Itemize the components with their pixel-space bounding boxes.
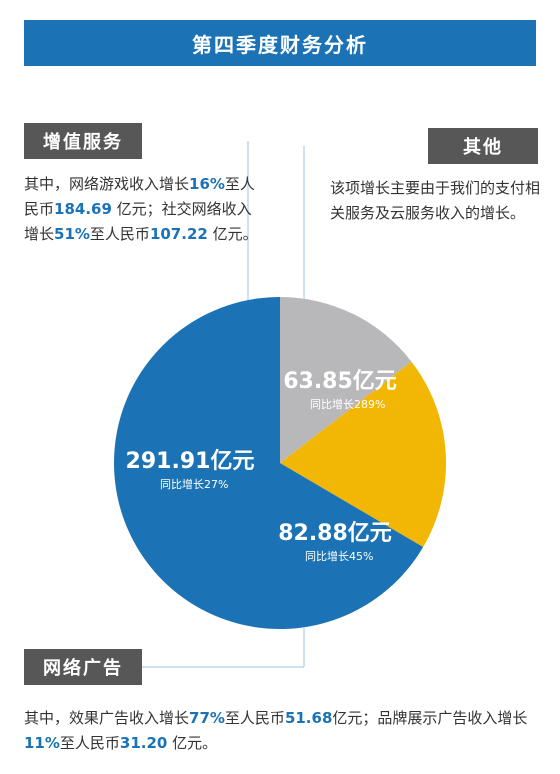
tag-other-label: 其他	[463, 137, 503, 158]
va-highlight-4: 107.22	[149, 225, 208, 243]
va-text-1: 其中，网络游戏收入增长	[24, 175, 190, 193]
value-added-description: 其中，网络游戏收入增长16%至人民币184.69 亿元；社交网络收入增长51%至…	[24, 172, 259, 247]
va-highlight-1: 16%	[189, 175, 225, 193]
va-text-2: 至人民币	[24, 175, 255, 218]
ad-highlight-1: 77%	[189, 709, 225, 727]
tag-value-added-label: 增值服务	[43, 132, 123, 153]
tag-other: 其他	[428, 128, 538, 164]
title-banner: 第四季度财务分析	[24, 20, 536, 66]
ad-highlight-4: 31.20	[119, 734, 168, 752]
pie-slice-other	[280, 297, 412, 463]
slice-value-label-advertising: 82.88亿元	[278, 521, 392, 546]
other-description: 该项增长主要由于我们的支付相关服务及云服务收入的增长。	[330, 176, 540, 226]
slice-growth-label-advertising: 同比增长45%	[305, 549, 373, 563]
tag-advertising-label: 网络广告	[43, 658, 123, 679]
slice-value-label-other: 63.85亿元	[283, 369, 397, 394]
va-highlight-3: 51%	[54, 225, 90, 243]
slice-value-label-value-added: 291.91亿元	[126, 449, 255, 474]
ad-text-4: 至人民币	[59, 734, 120, 752]
va-highlight-2: 184.69	[54, 200, 112, 218]
va-text-5: 亿元。	[207, 225, 258, 243]
slice-growth-label-value-added: 同比增长27%	[160, 477, 228, 491]
va-text-4: 至人民币	[89, 225, 150, 243]
ad-text-2: 至人民币	[224, 709, 285, 727]
va-text-3: 亿元；社交网络收入增长	[24, 200, 252, 243]
page-title: 第四季度财务分析	[192, 32, 368, 57]
other-text: 该项增长主要由于我们的支付相关服务及云服务收入的增长。	[330, 179, 541, 222]
ad-text-1: 其中，效果广告收入增长	[24, 709, 190, 727]
ad-text-3: 亿元；品牌展示广告收入增长	[332, 709, 528, 727]
ad-highlight-3: 11%	[24, 734, 60, 752]
tag-advertising: 网络广告	[24, 649, 142, 685]
advertising-description: 其中，效果广告收入增长77%至人民币51.68亿元；品牌展示广告收入增长11%至…	[24, 706, 539, 756]
connector-lines	[142, 141, 305, 668]
pie-slices	[113, 297, 447, 629]
pie-slice-advertising	[280, 361, 447, 548]
ad-text-5: 亿元。	[167, 734, 218, 752]
pie-slice-value-added	[113, 297, 424, 629]
ad-highlight-2: 51.68	[284, 709, 333, 727]
tag-value-added: 增值服务	[24, 123, 142, 159]
slice-growth-label-other: 同比增长289%	[310, 397, 385, 411]
